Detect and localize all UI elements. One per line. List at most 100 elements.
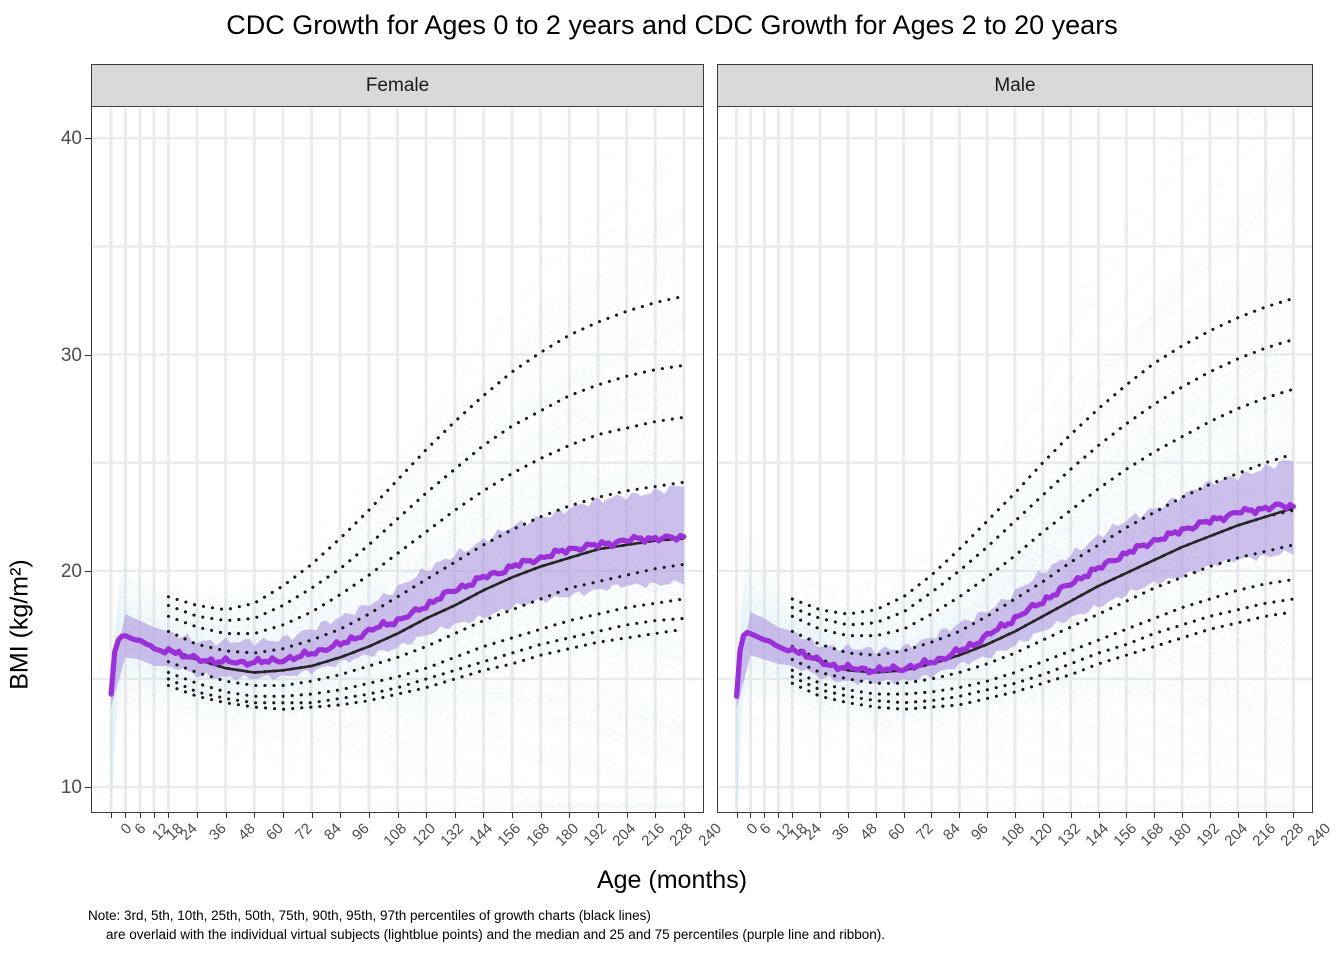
x-tick-mark xyxy=(311,812,313,818)
x-tick-mark xyxy=(1265,812,1267,818)
x-tick-label: 24 xyxy=(801,820,825,844)
y-tick-label: 40 xyxy=(60,128,82,150)
x-tick-mark xyxy=(1293,812,1295,818)
plot-canvas xyxy=(718,108,1312,812)
x-tick-mark xyxy=(483,812,485,818)
note-line-2: are overlaid with the individual virtual… xyxy=(106,927,885,942)
chart-title: CDC Growth for Ages 0 to 2 years and CDC… xyxy=(226,10,1118,40)
x-tick-mark xyxy=(111,812,113,818)
x-tick-mark xyxy=(750,812,752,818)
plot-area-female xyxy=(92,108,703,812)
x-tick-label: 96 xyxy=(349,820,373,844)
x-tick-label: 216 xyxy=(1249,820,1279,850)
x-tick-mark xyxy=(820,812,822,818)
x-tick-mark xyxy=(569,812,571,818)
x-tick-mark xyxy=(397,812,399,818)
x-tick-mark xyxy=(282,812,284,818)
panel-strip-male: Male xyxy=(718,65,1312,107)
chart-note: Note: 3rd, 5th, 10th, 25th, 50th, 75th, … xyxy=(88,906,1328,944)
plot-canvas xyxy=(92,108,703,812)
x-tick-mark xyxy=(764,812,766,818)
x-tick-mark xyxy=(736,812,738,818)
x-tick-label: 180 xyxy=(552,820,582,850)
x-tick-label: 216 xyxy=(637,820,668,850)
x-tick-label: 240 xyxy=(1304,820,1335,850)
y-tick-mark xyxy=(85,138,91,140)
x-tick-mark xyxy=(778,812,780,818)
x-tick-label: 192 xyxy=(580,820,611,850)
x-tick-label: 36 xyxy=(205,820,230,844)
x-tick-label: 168 xyxy=(523,820,554,850)
x-tick-label: 6 xyxy=(131,820,150,838)
x-tick-mark xyxy=(847,812,849,818)
x-tick-label: 192 xyxy=(1193,820,1224,850)
x-tick-mark xyxy=(1015,812,1016,818)
x-tick-label: 240 xyxy=(695,820,725,850)
x-tick-mark xyxy=(1237,812,1239,818)
gridlines xyxy=(718,108,1312,812)
x-tick-label: 108 xyxy=(998,820,1029,850)
x-tick-label: 24 xyxy=(177,820,202,844)
x-tick-mark xyxy=(655,812,657,818)
x-tick-label: 108 xyxy=(380,820,410,850)
x-tick-mark xyxy=(225,812,227,818)
x-tick-mark xyxy=(254,812,256,818)
x-tick-mark xyxy=(168,812,170,818)
x-tick-mark xyxy=(987,812,989,818)
panel-strip-label: Male xyxy=(994,74,1036,96)
x-tick-mark xyxy=(197,812,199,818)
x-tick-label: 168 xyxy=(1137,820,1168,850)
y-tick-label: 30 xyxy=(60,344,82,366)
x-tick-mark xyxy=(931,812,933,818)
x-tick-mark xyxy=(1182,812,1184,818)
x-tick-mark xyxy=(340,812,342,818)
x-tick-mark xyxy=(1098,812,1100,818)
x-tick-label: 48 xyxy=(856,820,881,844)
x-tick-label: 120 xyxy=(408,820,439,850)
x-tick-label: 96 xyxy=(968,820,993,844)
panel-male: Male xyxy=(717,64,1313,813)
x-tick-mark xyxy=(154,812,156,818)
x-tick-label: 144 xyxy=(466,820,496,850)
x-tick-label: 60 xyxy=(884,820,909,844)
x-tick-label: 204 xyxy=(1221,820,1251,850)
x-tick-label: 84 xyxy=(940,820,965,844)
x-tick-label: 156 xyxy=(1109,820,1140,850)
x-tick-mark xyxy=(626,812,628,818)
x-tick-mark xyxy=(512,812,514,818)
panel-female: Female xyxy=(91,64,704,813)
x-tick-mark xyxy=(125,812,127,818)
x-tick-mark xyxy=(597,812,599,818)
panel-strip-label: Female xyxy=(365,74,430,96)
x-tick-label: 72 xyxy=(291,820,316,844)
x-tick-mark xyxy=(683,812,685,818)
x-tick-label: 228 xyxy=(666,820,697,850)
y-tick-mark xyxy=(85,787,91,789)
x-tick-label: 144 xyxy=(1082,820,1112,850)
x-tick-label: 6 xyxy=(756,820,775,838)
x-tick-label: 48 xyxy=(234,820,259,844)
note-line-1: Note: 3rd, 5th, 10th, 25th, 50th, 75th, … xyxy=(88,908,651,923)
x-tick-mark xyxy=(139,812,141,818)
iqr-ribbon xyxy=(736,460,1294,710)
x-tick-label: 60 xyxy=(263,820,288,844)
x-tick-label: 156 xyxy=(494,820,525,850)
x-tick-mark xyxy=(959,812,961,818)
x-tick-mark xyxy=(1154,812,1156,818)
x-tick-mark xyxy=(368,812,370,818)
x-tick-label: 84 xyxy=(320,820,345,844)
x-tick-mark xyxy=(1209,812,1211,818)
x-tick-mark xyxy=(903,812,905,818)
x-tick-mark xyxy=(454,812,456,818)
y-tick-mark xyxy=(85,354,91,356)
x-tick-mark xyxy=(875,812,877,818)
x-tick-label: 180 xyxy=(1165,820,1196,850)
x-tick-mark xyxy=(1126,812,1128,818)
x-tick-label: 204 xyxy=(609,820,640,850)
x-tick-mark xyxy=(540,812,542,818)
x-tick-mark xyxy=(792,812,794,818)
x-tick-label: 36 xyxy=(828,820,853,844)
x-tick-mark xyxy=(1042,812,1044,818)
gridlines xyxy=(92,108,703,812)
median-line xyxy=(734,501,1296,699)
